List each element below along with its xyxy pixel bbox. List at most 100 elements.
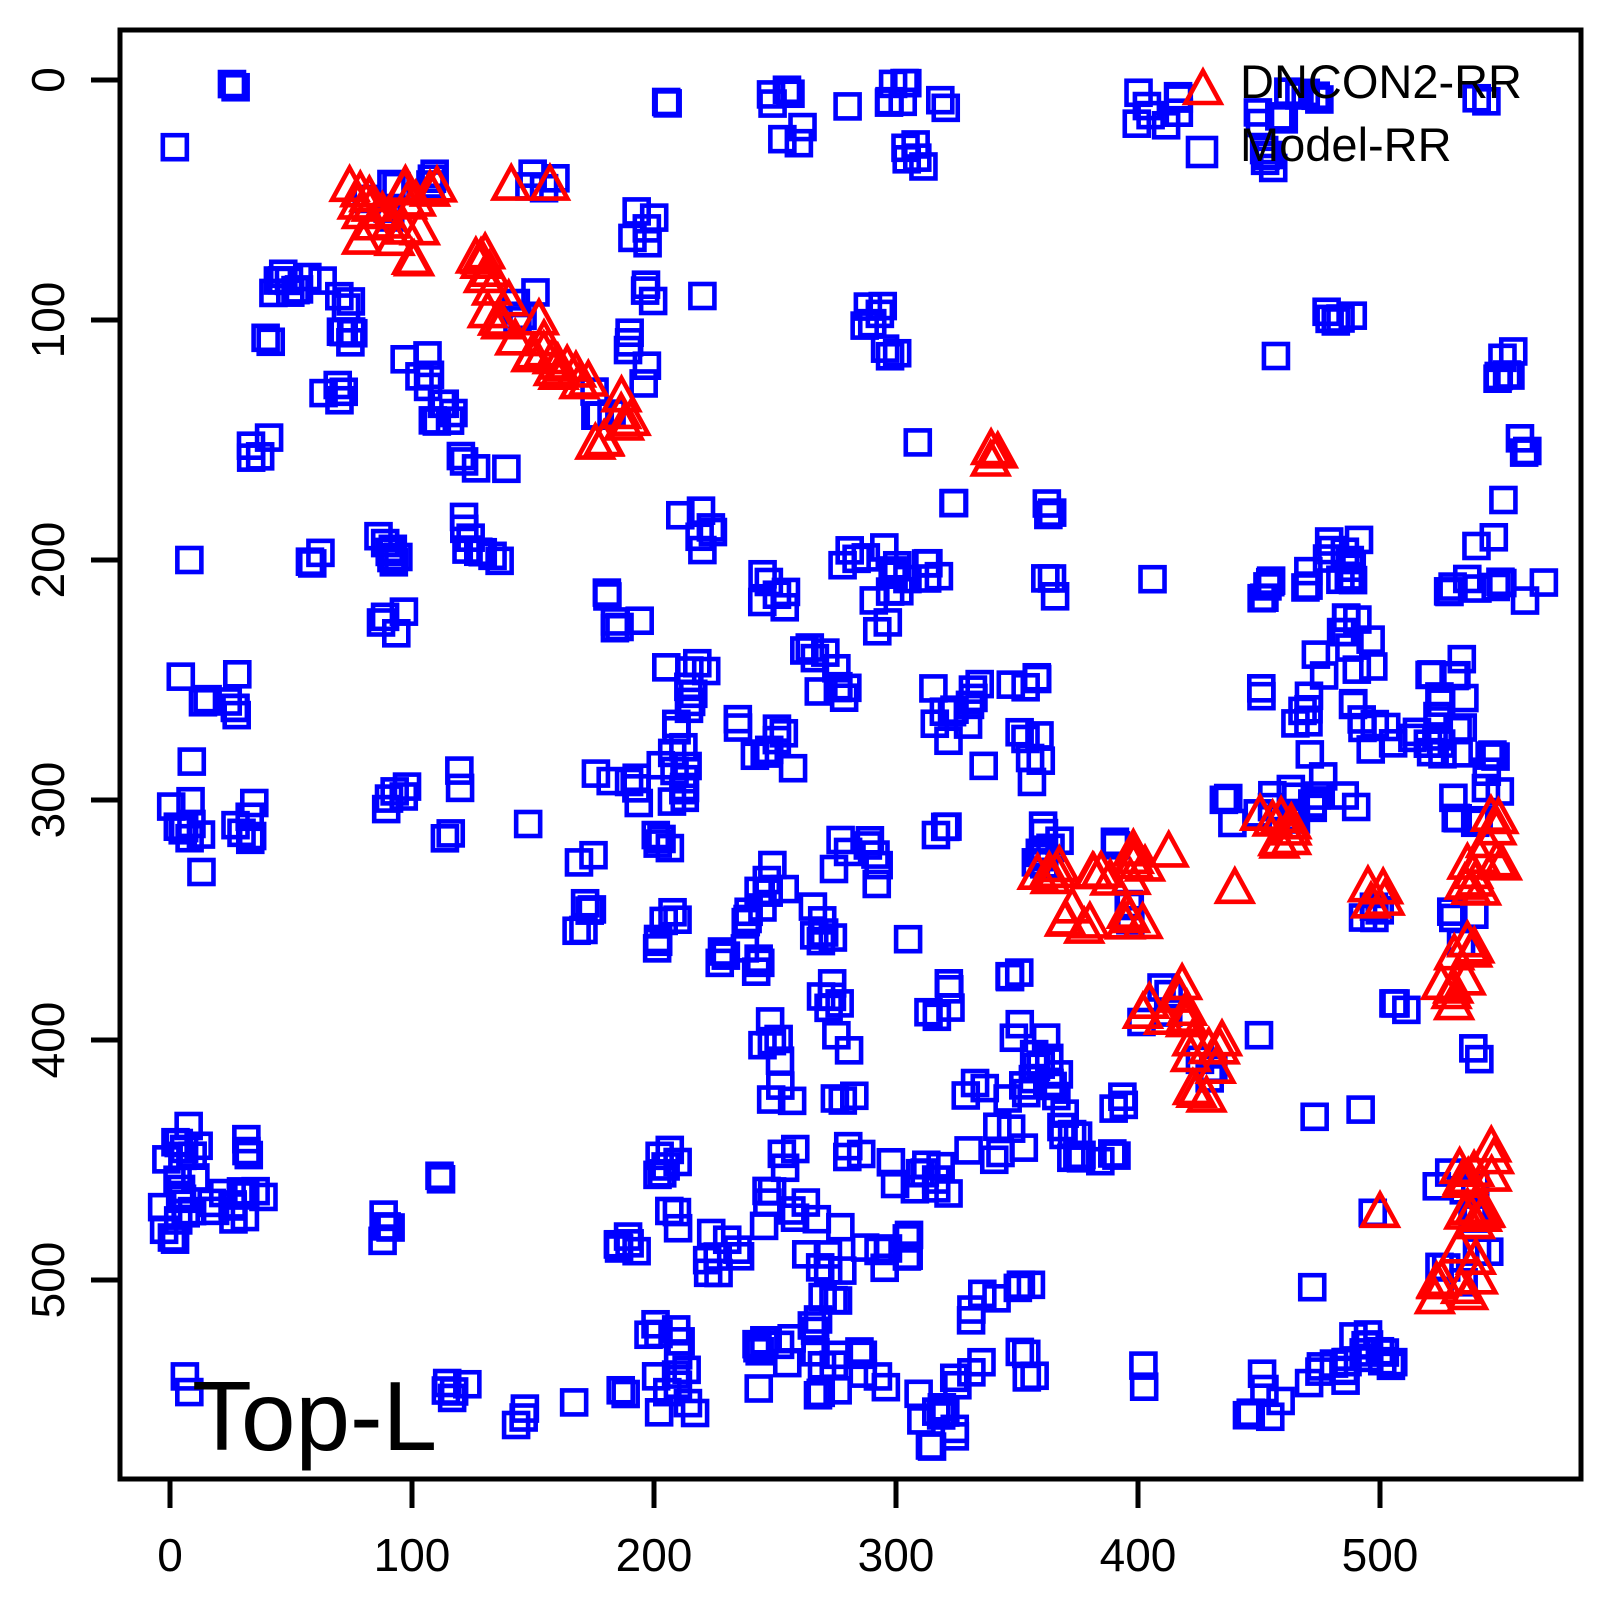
model-rr-marker — [485, 546, 514, 576]
model-rr-marker — [392, 772, 422, 801]
model-rr-marker — [234, 1140, 264, 1170]
model-rr-marker — [723, 704, 753, 734]
model-rr-marker — [453, 1369, 482, 1399]
model-rr-marker — [711, 941, 741, 970]
model-rr-marker — [622, 197, 651, 226]
model-rr-marker — [956, 1306, 986, 1335]
model-rr-marker — [1300, 1102, 1329, 1132]
model-rr-marker — [1315, 304, 1344, 334]
square-icon — [1168, 113, 1240, 176]
dncon2-rr-marker — [1175, 1068, 1218, 1109]
model-rr-marker — [712, 1225, 742, 1255]
x-axis-tick-label: 0 — [157, 1529, 183, 1581]
model-rr-marker — [873, 608, 903, 637]
model-rr-marker — [698, 517, 728, 547]
x-axis-tick-label: 300 — [857, 1529, 935, 1581]
model-rr-marker — [600, 613, 630, 643]
model-rr-marker — [1136, 100, 1165, 130]
dncon2-rr-marker — [454, 234, 498, 274]
model-rr-marker — [652, 653, 681, 682]
model-rr-marker — [1305, 1357, 1334, 1386]
model-rr-marker — [1447, 644, 1477, 674]
model-rr-marker — [570, 888, 600, 918]
model-rr-marker — [445, 756, 474, 785]
model-rr-marker — [1486, 567, 1515, 597]
dncon2-rr-marker — [1475, 838, 1518, 878]
dncon2-rr-marker — [373, 217, 416, 257]
model-rr-marker — [940, 1414, 970, 1444]
model-rr-marker — [239, 788, 269, 818]
model-rr-marker — [581, 759, 611, 788]
model-rr-marker — [1037, 498, 1067, 527]
dncon2-rr-marker — [1037, 843, 1081, 883]
model-rr-marker — [187, 857, 216, 887]
model-rr-marker — [822, 653, 851, 683]
model-rr-marker — [1185, 135, 1219, 169]
model-rr-marker — [452, 535, 481, 564]
model-rr-marker — [461, 454, 491, 483]
model-rr-marker — [813, 1256, 843, 1285]
model-rr-marker — [171, 1198, 200, 1228]
dncon2-rr-marker — [1446, 918, 1489, 958]
model-rr-marker — [156, 792, 186, 821]
dncon2-rr-marker — [1462, 1189, 1506, 1229]
y-axis-tick-label: 0 — [22, 67, 74, 93]
model-rr-marker — [1413, 729, 1443, 759]
model-rr-marker — [1462, 531, 1491, 561]
dncon2-rr-marker — [1200, 1017, 1244, 1057]
model-rr-marker — [325, 385, 354, 415]
model-rr-marker — [954, 1136, 983, 1165]
model-rr-marker — [993, 1084, 1022, 1113]
model-rr-marker — [834, 1036, 864, 1065]
model-rr-marker — [1138, 564, 1167, 594]
model-rr-marker — [653, 89, 682, 118]
model-rr-marker — [390, 344, 419, 374]
model-rr-marker — [850, 311, 879, 340]
model-rr-marker — [791, 1188, 821, 1217]
model-rr-marker — [741, 957, 771, 986]
model-rr-marker — [934, 969, 964, 998]
model-rr-marker — [1261, 341, 1291, 371]
dncon2-rr-marker — [554, 348, 598, 388]
model-rr-marker — [917, 1432, 947, 1461]
model-rr-marker — [436, 819, 466, 848]
model-rr-marker — [1129, 1351, 1158, 1380]
dncon2-rr-marker — [1169, 1033, 1213, 1073]
y-axis-tick-label: 500 — [22, 1241, 74, 1319]
dncon2-rr-marker — [602, 401, 646, 441]
model-rr-marker — [1308, 762, 1338, 791]
model-rr-marker — [1381, 989, 1410, 1018]
model-rr-marker — [804, 677, 834, 706]
model-rr-marker — [1483, 364, 1512, 394]
dncon2-rr-marker — [1213, 865, 1257, 905]
model-rr-marker — [723, 713, 753, 742]
model-rr-marker — [696, 1218, 726, 1248]
triangle-icon — [1168, 50, 1240, 113]
dncon2-rr-marker — [1464, 819, 1508, 859]
model-rr-marker — [688, 281, 717, 311]
model-rr-marker — [848, 1340, 878, 1370]
dncon2-rr-marker — [528, 161, 572, 201]
model-rr-marker — [1376, 1351, 1406, 1381]
model-rr-marker — [622, 1236, 651, 1266]
dncon2-rr-marker — [1441, 1156, 1485, 1196]
dncon2-rr-marker — [517, 296, 561, 336]
model-rr-marker — [979, 1145, 1009, 1175]
model-rr-marker — [166, 662, 196, 691]
model-rr-marker — [960, 1068, 990, 1098]
dncon2-rr-marker — [1121, 989, 1165, 1030]
model-rr-marker — [1291, 573, 1320, 602]
model-rr-marker — [813, 1240, 843, 1269]
model-rr-marker — [177, 747, 207, 776]
model-rr-marker — [1478, 740, 1507, 769]
model-rr-marker — [1255, 567, 1285, 597]
model-rr-marker — [870, 334, 900, 363]
model-rr-marker — [1129, 1372, 1159, 1402]
model-rr-marker — [850, 1233, 880, 1262]
model-rr-marker — [912, 564, 942, 593]
dncon2-rr-marker — [532, 347, 576, 387]
model-rr-marker — [665, 500, 695, 530]
model-rr-marker — [754, 735, 784, 765]
dncon2-rr-marker — [969, 426, 1013, 466]
x-axis-tick-label: 100 — [373, 1529, 451, 1581]
